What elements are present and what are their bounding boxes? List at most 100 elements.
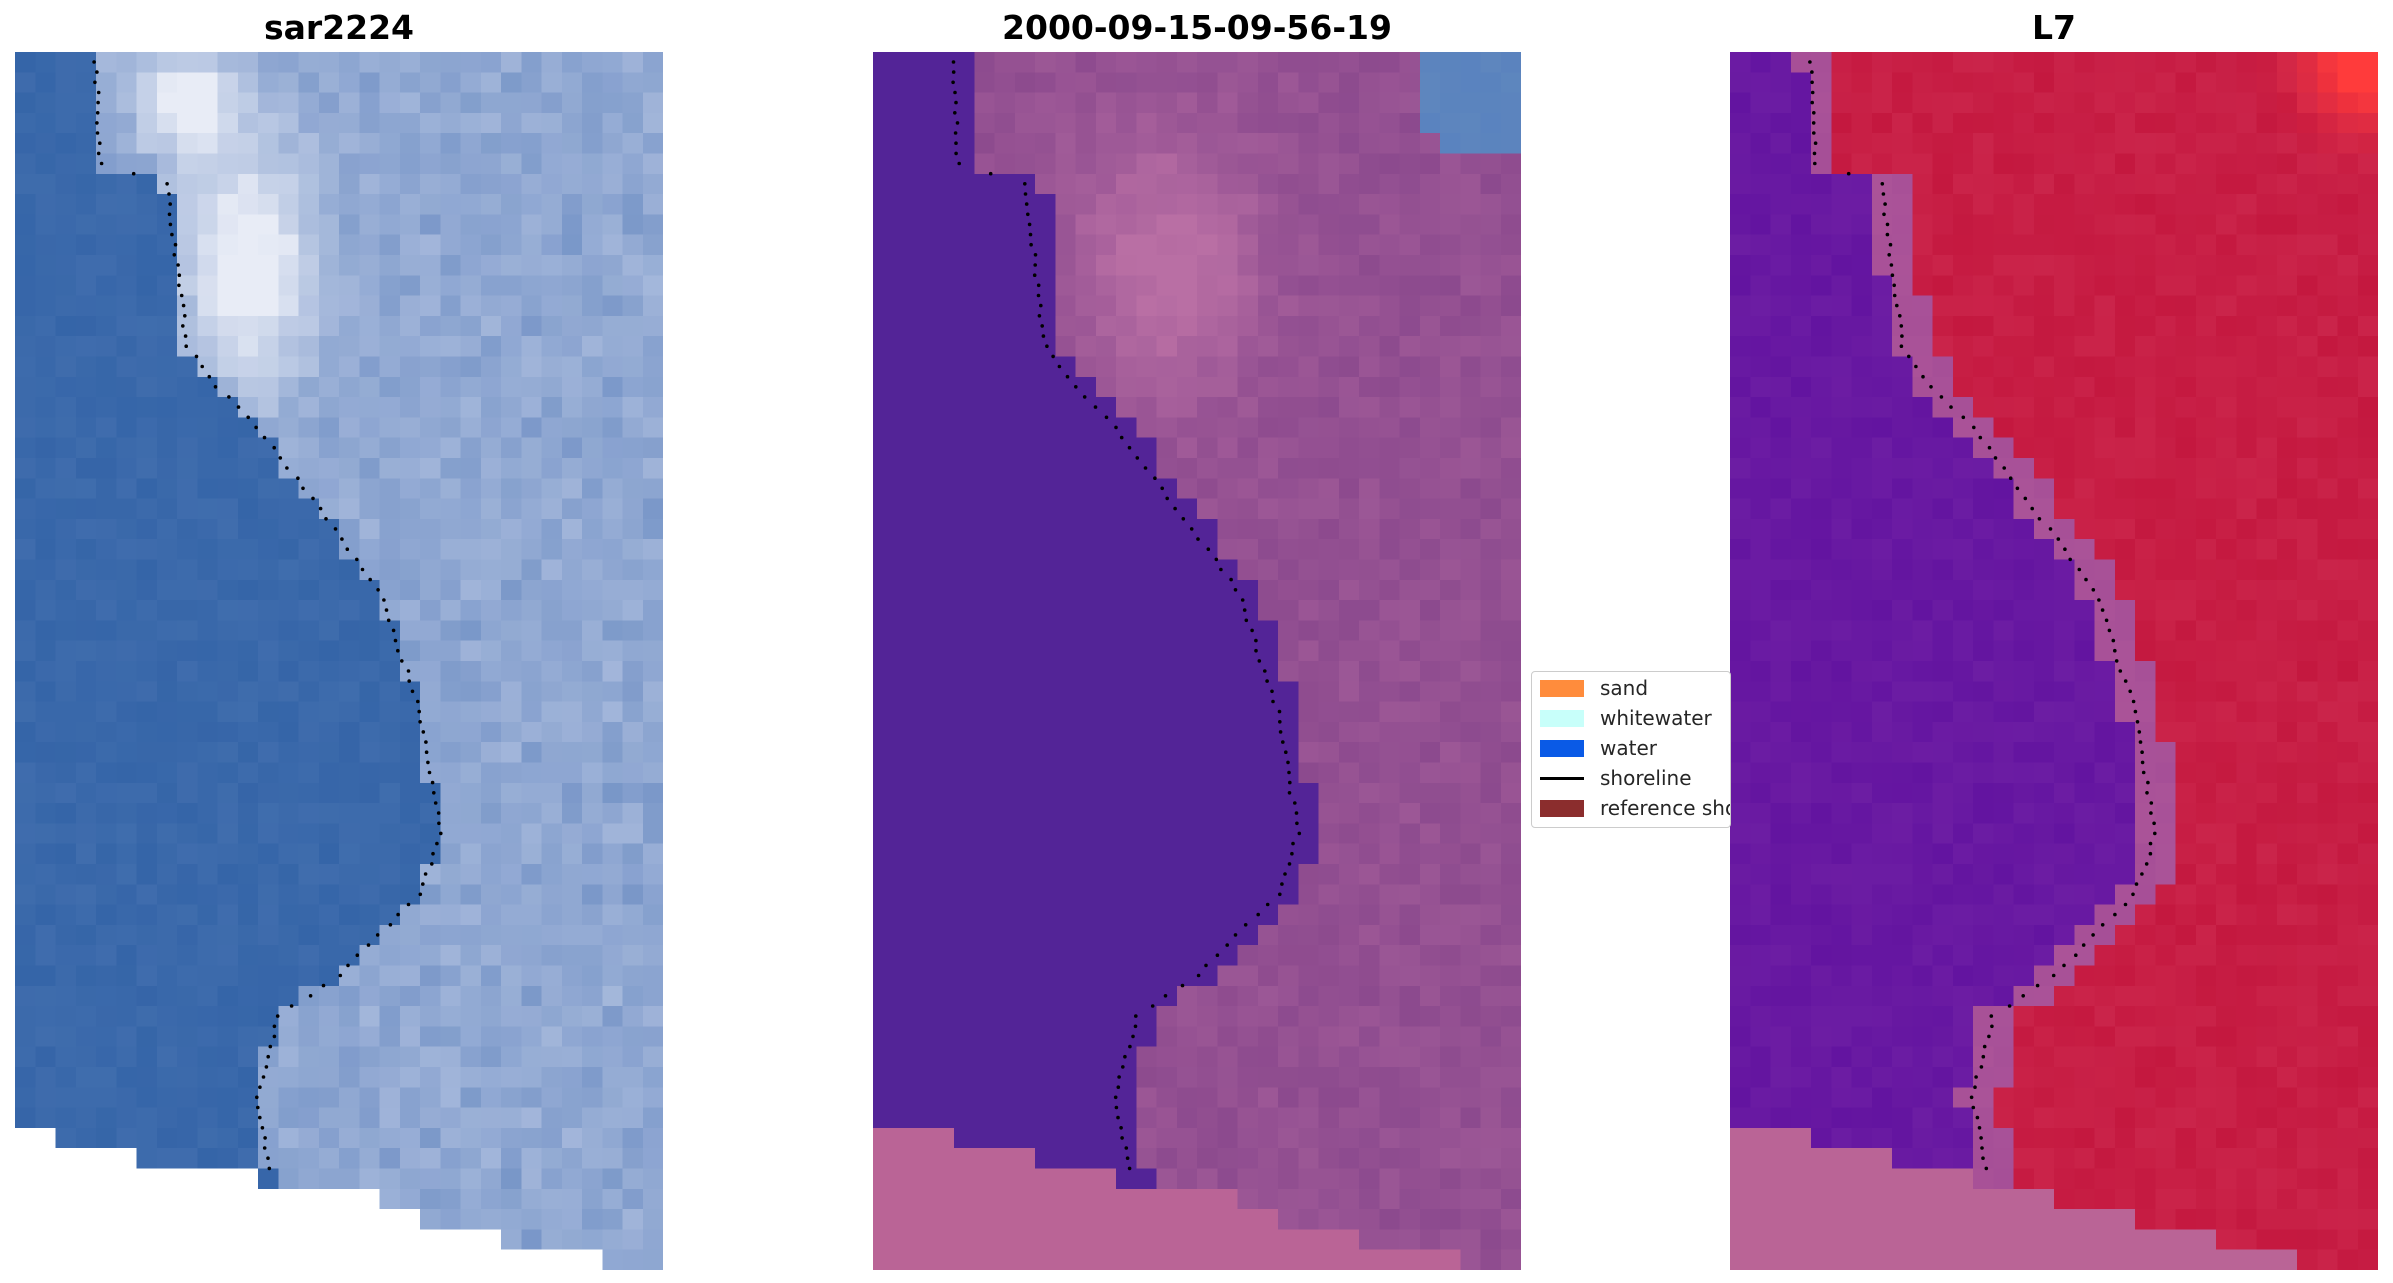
shoreline-dot: [1278, 720, 1282, 724]
shoreline-dot: [2023, 496, 2028, 501]
shoreline-dot: [95, 121, 99, 125]
shoreline-dot: [296, 476, 300, 481]
shoreline-line-icon: [1540, 776, 1584, 780]
shoreline-dot: [2056, 537, 2061, 541]
shoreline-dot: [1291, 841, 1295, 846]
shoreline-dot: [258, 1085, 262, 1089]
shoreline-dot: [1290, 851, 1294, 856]
shoreline-dot: [272, 445, 277, 450]
shoreline-dot: [183, 314, 187, 318]
shoreline-dot: [1116, 1085, 1121, 1089]
shoreline-dot: [1045, 344, 1049, 349]
classified-image: [873, 52, 1521, 1270]
shoreline-dot: [2141, 770, 2146, 775]
shoreline-dot: [165, 182, 169, 186]
shoreline-dot: [172, 253, 177, 257]
shoreline-dot: [168, 202, 172, 206]
shoreline-dot: [1982, 1044, 1987, 1049]
shoreline-dot: [1265, 902, 1270, 907]
shoreline-dot: [1206, 547, 1211, 551]
shoreline-dot: [181, 303, 186, 308]
shoreline-dot: [1135, 456, 1140, 460]
shoreline-dot: [1882, 212, 1886, 217]
shoreline-dot: [2030, 506, 2034, 511]
shoreline-dot: [1283, 872, 1287, 876]
shoreline-dot: [430, 780, 435, 785]
shoreline-dot: [1229, 577, 1233, 582]
shoreline-dot: [1810, 70, 1814, 74]
shoreline-dot: [1811, 121, 1816, 125]
shoreline-dot: [1124, 1146, 1129, 1150]
shoreline-dot: [1271, 699, 1275, 704]
shoreline-overlay: [951, 60, 1302, 1171]
shoreline-dot: [96, 151, 101, 156]
shoreline-dot: [1887, 253, 1891, 257]
panel-title-date: 2000-09-15-09-56-19: [1002, 8, 1392, 47]
shoreline-dot: [95, 70, 99, 74]
panel-title-sensor: L7: [2032, 8, 2076, 47]
legend-item-whitewater: whitewater: [1540, 704, 1712, 732]
shoreline-dot: [1027, 222, 1032, 227]
shoreline-dot: [177, 283, 181, 288]
shoreline-dot: [2077, 567, 2082, 572]
shoreline-dot: [1024, 202, 1029, 206]
shoreline-dot: [131, 171, 136, 176]
shoreline-dot: [2111, 638, 2116, 643]
shoreline-dot: [2081, 943, 2086, 947]
shoreline-dot: [338, 973, 343, 978]
shoreline-dot: [1993, 456, 1998, 460]
shoreline-dot: [1846, 171, 1851, 176]
shoreline-dot: [2135, 720, 2140, 724]
shoreline-dot: [95, 131, 100, 135]
shoreline-dot: [1204, 963, 1208, 968]
shoreline-dot: [256, 1105, 260, 1110]
shoreline-dot: [2021, 994, 2025, 998]
shoreline-dot: [2123, 902, 2128, 907]
shoreline-dot: [1225, 943, 1229, 947]
shoreline-dot: [1263, 669, 1267, 673]
shoreline-dot: [227, 395, 231, 399]
shoreline-dot: [1265, 679, 1269, 683]
shoreline-dot: [1250, 628, 1254, 633]
shoreline-dot: [2153, 831, 2157, 836]
shoreline-dot: [384, 608, 389, 612]
shoreline-dot: [1812, 151, 1817, 156]
shoreline-dot: [1036, 293, 1041, 298]
shoreline-dot: [1880, 182, 1885, 186]
shoreline-dot: [1040, 324, 1044, 328]
shoreline-dot: [396, 648, 400, 653]
shoreline-dot: [1163, 994, 1168, 998]
shoreline-dot: [954, 151, 958, 156]
shoreline-dot: [1929, 385, 1933, 389]
shoreline-dot: [1989, 1014, 1994, 1018]
shoreline-dot: [1961, 415, 1966, 420]
shoreline-dot: [416, 699, 420, 704]
shoreline-dot: [2152, 821, 2156, 826]
shoreline-dot: [1134, 1014, 1138, 1018]
shoreline-dot: [951, 80, 955, 85]
shoreline-dot: [1969, 1095, 1974, 1100]
shoreline-dot: [2068, 557, 2072, 562]
shoreline-dot: [1196, 973, 1201, 978]
shoreline-dot: [1812, 111, 1816, 115]
legend-item-reference-shoreline: reference shoreline: [1540, 794, 1730, 822]
shoreline-dot: [1980, 1146, 1984, 1150]
shoreline-dot: [1196, 537, 1200, 541]
shoreline-dot: [301, 486, 305, 491]
shoreline-dot: [1979, 1065, 1984, 1069]
shoreline-dot: [1114, 425, 1118, 430]
shoreline-dot: [1082, 395, 1087, 399]
shoreline-dot: [432, 791, 436, 795]
whitewater-swatch: [1540, 709, 1584, 727]
shoreline-dot: [368, 577, 373, 582]
shoreline-dot: [431, 851, 435, 856]
shoreline-dot: [1037, 314, 1042, 318]
shoreline-dot: [2131, 892, 2135, 897]
shoreline-dot: [1254, 648, 1258, 653]
shoreline-dot: [1041, 334, 1046, 338]
shoreline-dot: [376, 588, 380, 592]
shoreline-dot: [1987, 445, 1992, 450]
shoreline-dot: [1023, 192, 1028, 196]
shoreline-dot: [1978, 435, 1983, 440]
shoreline-dot: [167, 212, 172, 217]
